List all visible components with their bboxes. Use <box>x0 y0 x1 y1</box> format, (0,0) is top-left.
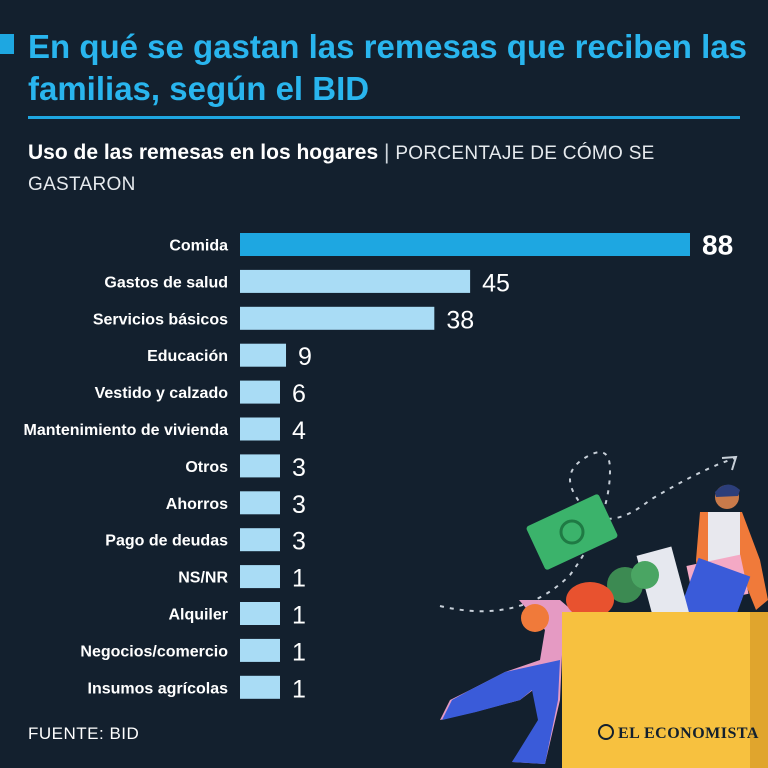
category-label: Alquiler <box>168 607 228 624</box>
value-label: 3 <box>292 491 306 519</box>
broccoli-top <box>631 561 659 589</box>
value-label: 3 <box>292 528 306 556</box>
brand-mark-icon <box>598 724 614 740</box>
category-label: Pago de deudas <box>105 533 228 550</box>
category-label: Educación <box>147 348 228 365</box>
money-bill-icon <box>526 494 618 570</box>
bar-10 <box>240 565 280 589</box>
dotted-arrow-path <box>439 451 736 613</box>
category-label: Ahorros <box>166 496 228 513</box>
bar-7 <box>240 454 280 478</box>
source-note: FUENTE: BID <box>28 724 140 743</box>
category-label: NS/NR <box>178 570 228 587</box>
value-label: 9 <box>298 343 312 371</box>
bar-4 <box>240 343 287 367</box>
subtitle-main: Uso de las remesas en los hogares <box>28 141 379 164</box>
category-label: Otros <box>185 459 228 476</box>
bar-9 <box>240 528 280 552</box>
category-label: Gastos de salud <box>104 274 228 291</box>
page-title: En qué se gastan las remesas que reciben… <box>28 28 748 107</box>
title-divider <box>28 116 740 119</box>
bar-1 <box>240 233 690 256</box>
brand-logo: EL ECONOMISTA <box>598 724 759 743</box>
tomato-icon <box>566 582 614 618</box>
title-accent-bar <box>0 34 14 54</box>
arrow-head-icon <box>721 455 738 471</box>
category-label: Servicios básicos <box>93 311 228 328</box>
money-bill-symbol <box>559 519 585 545</box>
value-label: 1 <box>292 675 306 703</box>
category-label: Vestido y calzado <box>95 385 229 402</box>
grocery-bag <box>562 612 754 768</box>
subtitle-separator: | <box>384 141 390 164</box>
value-label: 1 <box>292 638 306 666</box>
bar-12 <box>240 638 280 662</box>
bar-11 <box>240 602 280 625</box>
category-label: Comida <box>169 238 228 255</box>
bar-3 <box>240 306 435 330</box>
category-label: Negocios/comercio <box>80 643 228 660</box>
chart-subtitle: Uso de las remesas en los hogares | PORC… <box>28 138 743 200</box>
value-label: 45 <box>482 269 510 297</box>
bar-8 <box>240 491 280 515</box>
category-label: Insumos agrícolas <box>88 680 229 697</box>
subtitle-detail: PORCENTAJE DE CÓMO SE GASTARON <box>28 143 655 195</box>
bar-6 <box>240 417 280 441</box>
value-label: 3 <box>292 454 306 482</box>
brand-name: EL ECONOMISTA <box>618 725 759 742</box>
bar-5 <box>240 380 280 404</box>
value-label: 38 <box>446 306 474 334</box>
woman-pants <box>442 660 560 764</box>
value-label: 1 <box>292 565 306 593</box>
category-label: Mantenimiento de vivienda <box>24 422 229 439</box>
value-label: 4 <box>292 417 306 445</box>
value-label: 1 <box>292 602 306 630</box>
value-label: 6 <box>292 380 306 408</box>
woman-head <box>521 604 549 632</box>
bar-2 <box>240 269 471 293</box>
man-hair <box>715 484 740 497</box>
grocery-bag-side <box>750 612 768 768</box>
value-label: 88 <box>702 230 733 261</box>
bar-13 <box>240 675 280 699</box>
